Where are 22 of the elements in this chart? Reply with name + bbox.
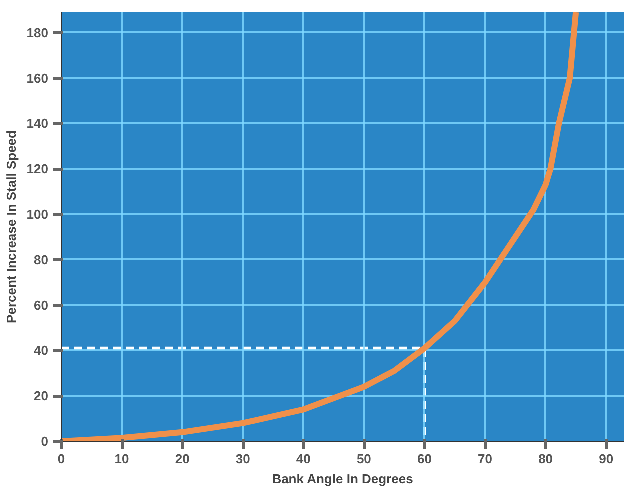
x-axis-title: Bank Angle In Degrees xyxy=(272,472,414,486)
y-tick-label: 160 xyxy=(26,70,49,86)
x-tick-label: 70 xyxy=(478,452,492,466)
y-tick-label: 140 xyxy=(26,116,49,132)
x-tick-label: 20 xyxy=(175,452,190,466)
y-tick-label: 80 xyxy=(34,252,49,268)
x-tick-label: 60 xyxy=(417,452,432,466)
x-tick-label: 10 xyxy=(114,452,130,466)
x-tick-label: 30 xyxy=(236,452,250,466)
x-tick-label: 80 xyxy=(538,452,554,466)
y-tick-label: 20 xyxy=(34,388,49,404)
y-tick-label: 0 xyxy=(41,434,49,449)
y-tick-label: 60 xyxy=(34,298,49,313)
x-tick-label: 0 xyxy=(58,452,66,466)
y-tick-label: 180 xyxy=(26,25,49,40)
y-tick-label: 40 xyxy=(34,343,49,358)
y-axis-title: Percent Increase In Stall Speed xyxy=(4,130,19,324)
x-tick-label: 50 xyxy=(356,452,372,466)
y-tick-label: 100 xyxy=(26,207,49,222)
y-tick-label: 120 xyxy=(26,162,49,177)
x-tick-label: 40 xyxy=(296,452,311,466)
x-tick-label: 90 xyxy=(599,452,614,466)
